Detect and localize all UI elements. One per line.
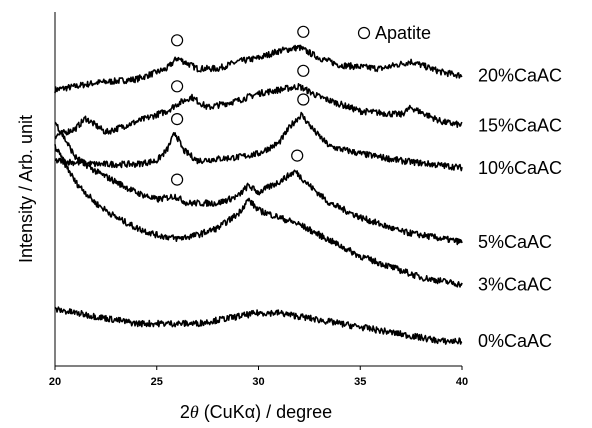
- apatite-markers: [171, 25, 310, 186]
- x-tick-label: 35: [354, 376, 366, 388]
- x-tick-label: 20: [49, 376, 61, 388]
- apatite-peak-marker: [297, 25, 310, 38]
- apatite-peak-marker: [297, 93, 310, 106]
- series-label-4: 3%CaAC: [478, 275, 552, 295]
- series-label-3: 5%CaAC: [478, 232, 552, 252]
- apatite-peak-marker: [171, 173, 184, 186]
- x-axis-title-theta: θ: [190, 402, 199, 422]
- series-label-5: 0%CaAC: [478, 331, 552, 351]
- x-axis-ticks: 20 25 30 35 40: [49, 366, 468, 388]
- series-line-3: [54, 121, 463, 246]
- y-axis-title: Intensity / Arb. unit: [16, 115, 36, 263]
- series-labels: 20%CaAC 15%CaAC 10%CaAC 5%CaAC 3%CaAC 0%CaAC: [478, 66, 562, 352]
- legend-apatite-label: Apatite: [375, 23, 431, 43]
- series-line-0: [54, 44, 463, 94]
- x-tick-label: 40: [456, 376, 468, 388]
- legend: Apatite: [357, 23, 431, 43]
- apatite-peak-marker: [171, 80, 184, 93]
- legend-apatite-marker: [357, 26, 371, 40]
- series-line-1: [54, 83, 463, 140]
- series-line-4: [54, 144, 463, 288]
- series-label-0: 20%CaAC: [478, 66, 562, 86]
- x-tick-label: 30: [252, 376, 264, 388]
- series-line-5: [54, 306, 463, 345]
- x-axis-title: 2θ (CuKα) / degree: [180, 402, 332, 422]
- apatite-peak-marker: [171, 34, 184, 47]
- series-label-1: 15%CaAC: [478, 115, 562, 135]
- x-axis-title-prefix: 2: [180, 402, 190, 422]
- apatite-peak-marker: [291, 149, 304, 162]
- x-tick-label: 25: [151, 376, 163, 388]
- apatite-peak-marker: [297, 64, 310, 77]
- apatite-peak-marker: [171, 112, 184, 126]
- x-axis-title-suffix: (CuKα) / degree: [199, 402, 332, 422]
- series-traces: [54, 44, 463, 345]
- series-line-2: [54, 111, 463, 172]
- series-label-2: 10%CaAC: [478, 158, 562, 178]
